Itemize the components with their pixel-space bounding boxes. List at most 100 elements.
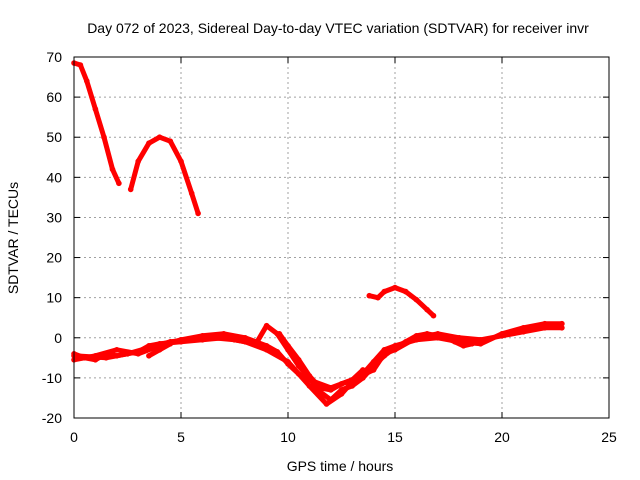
data-point	[370, 363, 377, 369]
chart-title: Day 072 of 2023, Sidereal Day-to-day VTE…	[87, 20, 589, 36]
data-point	[477, 337, 484, 343]
data-point	[127, 186, 134, 193]
data-point	[178, 158, 184, 165]
data-point	[114, 347, 120, 353]
data-point	[469, 341, 475, 347]
data-point	[195, 210, 201, 217]
data-point	[221, 331, 227, 337]
data-point	[366, 292, 373, 299]
data-point	[274, 349, 281, 355]
data-point	[392, 284, 398, 291]
data-point	[381, 353, 388, 359]
y-axis-label: SDTVAR / TECUs	[5, 182, 21, 294]
y-tick-label: 70	[46, 49, 62, 65]
data-point	[276, 331, 283, 337]
data-point	[381, 288, 388, 295]
data-point	[430, 312, 437, 319]
data-point	[338, 387, 345, 393]
data-point	[424, 306, 430, 313]
data-point	[92, 106, 99, 112]
data-point	[520, 329, 527, 335]
data-point	[124, 351, 131, 357]
data-point	[424, 331, 430, 337]
y-tick-label: 30	[46, 209, 62, 225]
data-point	[375, 294, 381, 301]
data-point	[109, 166, 116, 173]
data-point	[328, 397, 334, 403]
data-point	[263, 322, 270, 329]
data-point	[306, 373, 313, 379]
data-point	[360, 367, 366, 373]
x-tick-label: 15	[387, 429, 403, 445]
x-tick-label: 20	[494, 429, 510, 445]
data-point	[559, 320, 565, 327]
data-point	[392, 345, 398, 351]
data-point	[349, 377, 356, 383]
data-point	[253, 341, 259, 347]
x-axis-ticks: 0 5 10 15 20 25	[70, 57, 617, 445]
data-point	[84, 78, 90, 84]
data-point	[156, 134, 163, 140]
series-track-7	[366, 285, 436, 319]
data-point	[285, 361, 291, 367]
data-point	[101, 134, 107, 140]
data-point	[499, 333, 505, 339]
data-point	[456, 335, 463, 341]
data-point	[452, 339, 458, 345]
x-tick-label: 10	[280, 429, 296, 445]
y-tick-label: 20	[46, 250, 62, 266]
data-point	[263, 343, 270, 349]
series-track-5	[71, 323, 441, 403]
data-point	[435, 333, 441, 339]
series-track-1	[71, 60, 122, 186]
series-track-8	[439, 333, 475, 349]
data-point	[146, 140, 152, 146]
data-point	[188, 190, 195, 197]
y-tick-label: 60	[46, 89, 62, 105]
x-tick-label: 5	[177, 429, 185, 445]
data-point	[306, 383, 313, 389]
y-axis-ticks: -20 -10 0 10 20 30 40 50 60 70	[42, 49, 609, 426]
grid-lines	[74, 57, 609, 418]
data-point	[231, 337, 238, 343]
data-point	[323, 401, 330, 407]
y-tick-label: -20	[42, 410, 62, 426]
data-point	[167, 138, 174, 144]
data-point	[542, 320, 548, 327]
data-point	[146, 353, 152, 359]
series-track-2	[128, 134, 201, 216]
data-point	[542, 325, 548, 331]
data-point	[439, 333, 445, 339]
data-point	[338, 381, 345, 387]
data-point	[116, 180, 122, 187]
x-axis-label: GPS time / hours	[287, 458, 394, 474]
data-point	[460, 343, 467, 349]
data-point	[413, 333, 420, 339]
y-tick-label: 40	[46, 169, 62, 185]
data-point	[135, 158, 141, 165]
data-point	[317, 385, 323, 391]
data-point	[402, 339, 409, 345]
data-point	[295, 371, 302, 377]
x-tick-label: 25	[601, 429, 617, 445]
data-point	[402, 288, 409, 295]
data-point	[477, 341, 484, 347]
data-point	[103, 355, 109, 361]
data-point	[167, 341, 174, 347]
data-point	[413, 296, 420, 303]
data-point	[285, 343, 291, 349]
data-point	[295, 357, 302, 363]
data-point	[156, 347, 163, 353]
plot-frame	[73, 56, 610, 419]
data-point	[360, 375, 366, 381]
y-tick-label: 10	[46, 290, 62, 306]
data-point	[559, 325, 565, 331]
y-tick-label: -10	[42, 370, 62, 386]
data-point	[77, 62, 84, 68]
data-point	[328, 387, 334, 393]
data-point	[210, 335, 216, 341]
data-point	[188, 337, 195, 343]
data-point	[146, 345, 152, 351]
y-tick-label: 0	[54, 330, 62, 346]
